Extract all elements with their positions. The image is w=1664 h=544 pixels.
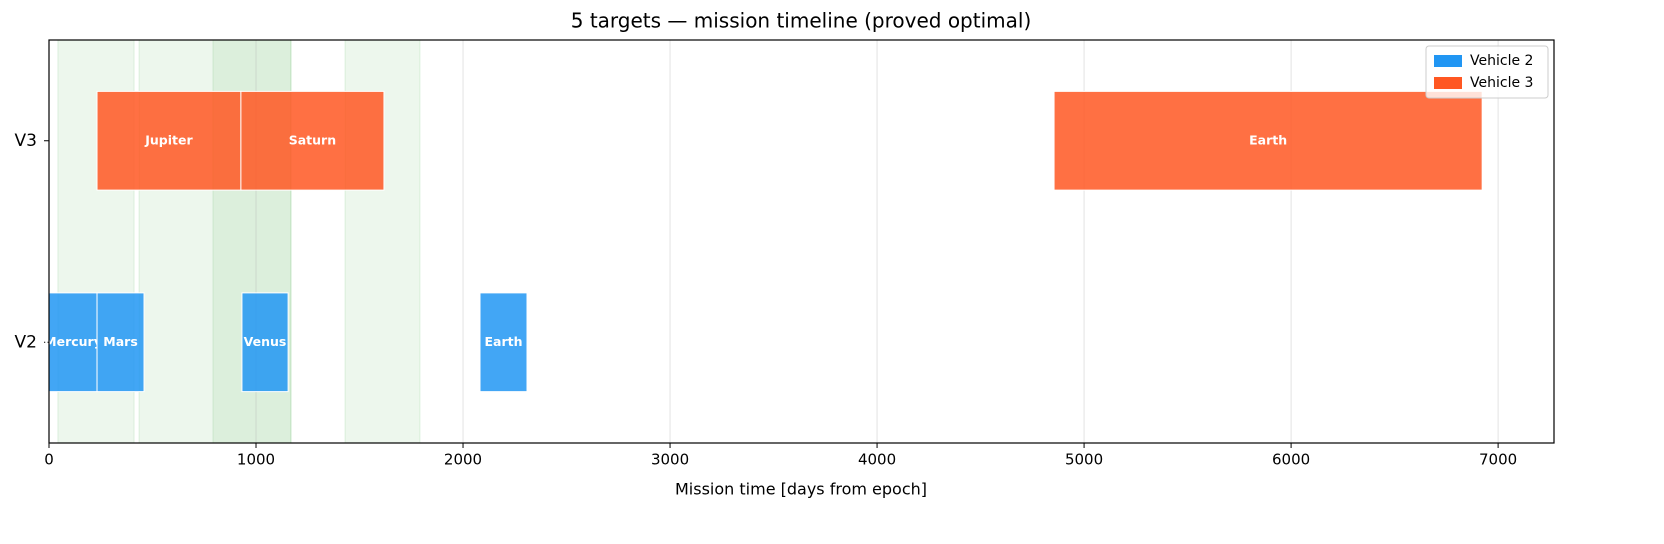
x-tick-label: 7000 <box>1479 451 1517 469</box>
bar <box>240 90 385 191</box>
x-tick-label: 0 <box>44 451 54 469</box>
legend-label: Vehicle 2 <box>1470 53 1533 69</box>
x-tick-label: 1000 <box>237 451 275 469</box>
x-axis-label: Mission time [days from epoch] <box>675 480 927 499</box>
legend-label: Vehicle 3 <box>1470 75 1533 91</box>
legend-swatch <box>1434 77 1462 89</box>
legend-swatch <box>1434 55 1462 67</box>
bar-label: Venus <box>244 334 287 349</box>
bar <box>241 292 289 393</box>
bar-label: Mercury <box>44 334 102 349</box>
x-tick-label: 2000 <box>444 451 482 469</box>
bar-label: Saturn <box>289 132 336 147</box>
x-tick-label: 4000 <box>858 451 896 469</box>
bar-label: Earth <box>1249 132 1287 147</box>
y-tick-label: V2 <box>15 332 37 352</box>
bar-label: Jupiter <box>144 132 193 147</box>
bar-label: Earth <box>484 334 522 349</box>
x-tick-label: 6000 <box>1272 451 1310 469</box>
x-tick-label: 3000 <box>651 451 689 469</box>
x-tick-label: 5000 <box>1065 451 1103 469</box>
bar <box>96 292 145 393</box>
chart-title: 5 targets — mission timeline (proved opt… <box>571 9 1032 33</box>
bar <box>1053 90 1483 191</box>
plot-frame <box>48 39 1555 444</box>
y-tick-label: V3 <box>15 131 37 151</box>
bar-label: Mars <box>103 334 137 349</box>
bar <box>479 292 528 393</box>
